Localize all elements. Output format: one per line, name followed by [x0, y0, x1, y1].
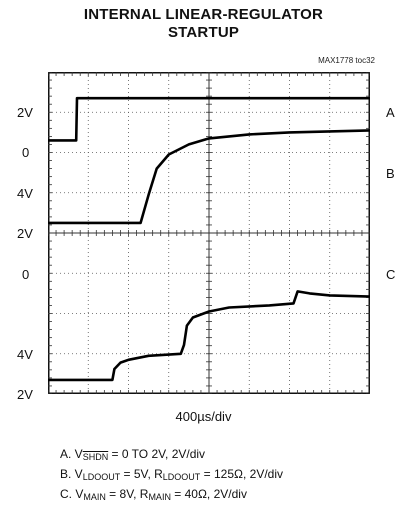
legend-a-prefix: A. V — [60, 447, 83, 461]
legend-line-c: C. VMAIN = 8V, RMAIN = 40Ω, 2V/div — [60, 486, 283, 506]
channel-label-c: C — [386, 267, 396, 282]
y-label-c-top: 4V — [17, 347, 33, 362]
legend-b-prefix: B. V — [60, 467, 83, 481]
legend: A. VSHDN = 0 TO 2V, 2V/div B. VLDOOUT = … — [60, 446, 283, 506]
legend-c-rest: = 40Ω, 2V/div — [170, 487, 247, 501]
legend-line-a: A. VSHDN = 0 TO 2V, 2V/div — [60, 446, 283, 466]
chart-title: INTERNAL LINEAR-REGULATOR STARTUP — [0, 6, 407, 42]
y-label-b-zero: 0 — [22, 267, 30, 282]
trace-c — [48, 290, 370, 382]
y-label-a-zero: 0 — [22, 145, 30, 160]
toc-reference: MAX1778 toc32 — [318, 56, 375, 65]
legend-c-prefix: C. V — [60, 487, 84, 501]
legend-b-sub2: LDOOUT — [162, 472, 201, 482]
trace-b — [48, 129, 370, 225]
legend-b-mid: = 5V, R — [120, 467, 163, 481]
legend-b-sub1: LDOOUT — [82, 472, 121, 482]
title-line-1: INTERNAL LINEAR-REGULATOR — [83, 6, 324, 23]
legend-b-rest: = 125Ω, 2V/div — [200, 467, 283, 481]
legend-c-sub2: MAIN — [148, 492, 171, 502]
legend-c-sub1: MAIN — [83, 492, 106, 502]
scope-screen — [48, 72, 370, 394]
y-label-b-mid: 2V — [17, 226, 33, 241]
y-label-c-bottom: 2V — [17, 387, 33, 402]
legend-line-b: B. VLDOOUT = 5V, RLDOOUT = 125Ω, 2V/div — [60, 466, 283, 486]
channel-label-b: B — [386, 166, 395, 181]
legend-a-sub: SHDN — [82, 452, 109, 462]
x-axis-label: 400µs/div — [175, 409, 232, 424]
y-label-b-top: 4V — [17, 186, 33, 201]
title-line-2: STARTUP — [167, 24, 240, 41]
channel-label-a: A — [386, 105, 395, 120]
legend-c-mid: = 8V, R — [105, 487, 149, 501]
y-label-a-top: 2V — [17, 105, 33, 120]
legend-a-rest: = 0 TO 2V, 2V/div — [108, 447, 206, 461]
trace-a — [48, 96, 370, 142]
